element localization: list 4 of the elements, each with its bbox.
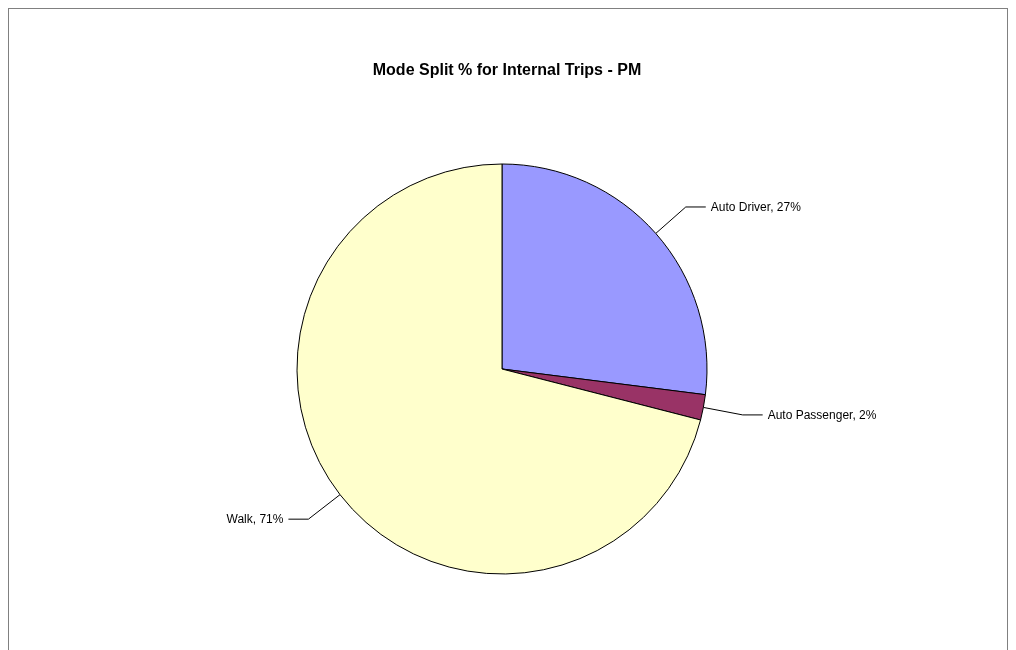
slice-label: Walk, 71% xyxy=(226,512,284,527)
slice-label: Auto Passenger, 2% xyxy=(767,407,877,422)
slice-label: Auto Driver, 27% xyxy=(710,199,802,214)
chart-title: Mode Split % for Internal Trips - PM xyxy=(372,60,642,78)
